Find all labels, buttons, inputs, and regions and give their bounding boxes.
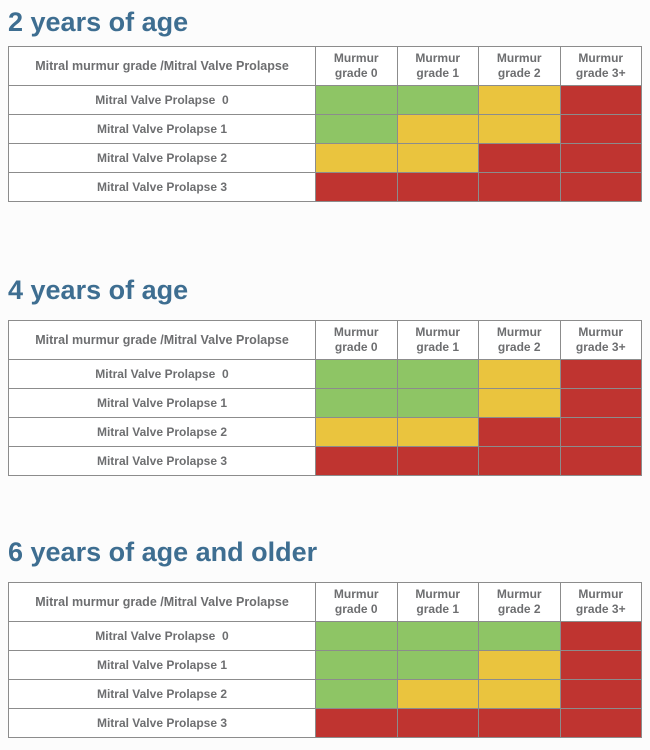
grid-cell-red bbox=[315, 708, 398, 738]
table-row: Mitral Valve Prolapse 0 bbox=[8, 621, 642, 651]
column-header-murmur-grade-1: Murmur grade 1 bbox=[396, 320, 479, 360]
grid-cell-yellow bbox=[478, 388, 561, 418]
column-header-murmur-grade-3: Murmur grade 3+ bbox=[559, 46, 642, 86]
risk-matrix-table-6-years-and-older: Mitral murmur grade /Mitral Valve Prolap… bbox=[8, 582, 642, 738]
grid-cell-green bbox=[315, 85, 398, 115]
header-row: Mitral murmur grade /Mitral Valve Prolap… bbox=[8, 46, 642, 86]
grid-cell-red bbox=[396, 446, 479, 476]
grid-cell-yellow bbox=[315, 417, 398, 447]
grid-cell-red bbox=[559, 114, 642, 144]
table-row: Mitral Valve Prolapse 0 bbox=[8, 359, 642, 389]
section-2-years-of-age: 2 years of age Mitral murmur grade /Mitr… bbox=[8, 6, 642, 202]
column-header-murmur-grade-0: Murmur grade 0 bbox=[315, 46, 398, 86]
grid-cell-yellow bbox=[478, 114, 561, 144]
row-label-prolapse-2: Mitral Valve Prolapse 2 bbox=[8, 679, 316, 709]
corner-header: Mitral murmur grade /Mitral Valve Prolap… bbox=[8, 320, 316, 360]
grid-cell-red bbox=[315, 172, 398, 202]
column-header-murmur-grade-1: Murmur grade 1 bbox=[396, 582, 479, 622]
section-heading: 4 years of age bbox=[8, 275, 189, 305]
grid-cell-red bbox=[478, 417, 561, 447]
section-4-years-of-age: 4 years of age Mitral murmur grade /Mitr… bbox=[8, 274, 642, 476]
row-label-prolapse-1: Mitral Valve Prolapse 1 bbox=[8, 388, 316, 418]
table-row: Mitral Valve Prolapse 2 bbox=[8, 417, 642, 447]
risk-matrix-table-4-years: Mitral murmur grade /Mitral Valve Prolap… bbox=[8, 320, 642, 476]
grid-cell-green bbox=[315, 388, 398, 418]
column-header-murmur-grade-0: Murmur grade 0 bbox=[315, 320, 398, 360]
grid-cell-red bbox=[559, 359, 642, 389]
grid-cell-red bbox=[478, 708, 561, 738]
header-row: Mitral murmur grade /Mitral Valve Prolap… bbox=[8, 320, 642, 360]
section-6-years-of-age-and-older: 6 years of age and older Mitral murmur g… bbox=[8, 536, 642, 738]
grid-cell-green bbox=[315, 679, 398, 709]
column-header-murmur-grade-3: Murmur grade 3+ bbox=[559, 582, 642, 622]
grid-cell-green bbox=[396, 85, 479, 115]
grid-cell-green bbox=[315, 114, 398, 144]
grid-cell-green bbox=[478, 621, 561, 651]
table-row: Mitral Valve Prolapse 3 bbox=[8, 446, 642, 476]
table-row: Mitral Valve Prolapse 0 bbox=[8, 85, 642, 115]
row-label-prolapse-1: Mitral Valve Prolapse 1 bbox=[8, 650, 316, 680]
row-label-prolapse-0: Mitral Valve Prolapse 0 bbox=[8, 359, 316, 389]
table-row: Mitral Valve Prolapse 2 bbox=[8, 143, 642, 173]
grid-cell-red bbox=[559, 708, 642, 738]
column-header-murmur-grade-2: Murmur grade 2 bbox=[478, 320, 561, 360]
column-header-murmur-grade-2: Murmur grade 2 bbox=[478, 46, 561, 86]
row-label-prolapse-2: Mitral Valve Prolapse 2 bbox=[8, 417, 316, 447]
row-label-prolapse-0: Mitral Valve Prolapse 0 bbox=[8, 621, 316, 651]
header-row: Mitral murmur grade /Mitral Valve Prolap… bbox=[8, 582, 642, 622]
grid-cell-red bbox=[396, 708, 479, 738]
grid-cell-yellow bbox=[396, 114, 479, 144]
grid-cell-yellow bbox=[396, 679, 479, 709]
grid-cell-green bbox=[315, 650, 398, 680]
risk-matrix-table-2-years: Mitral murmur grade /Mitral Valve Prolap… bbox=[8, 46, 642, 202]
table-row: Mitral Valve Prolapse 3 bbox=[8, 172, 642, 202]
column-header-murmur-grade-0: Murmur grade 0 bbox=[315, 582, 398, 622]
grid-cell-green bbox=[396, 388, 479, 418]
grid-cell-red bbox=[559, 650, 642, 680]
grid-cell-red bbox=[315, 446, 398, 476]
corner-header: Mitral murmur grade /Mitral Valve Prolap… bbox=[8, 582, 316, 622]
grid-cell-red bbox=[559, 417, 642, 447]
grid-cell-red bbox=[559, 679, 642, 709]
column-header-murmur-grade-1: Murmur grade 1 bbox=[396, 46, 479, 86]
row-label-prolapse-1: Mitral Valve Prolapse 1 bbox=[8, 114, 316, 144]
section-heading: 6 years of age and older bbox=[8, 537, 318, 567]
table-row: Mitral Valve Prolapse 1 bbox=[8, 114, 642, 144]
grid-cell-yellow bbox=[396, 143, 479, 173]
grid-cell-yellow bbox=[478, 359, 561, 389]
section-heading: 2 years of age bbox=[8, 7, 189, 37]
grid-cell-yellow bbox=[478, 650, 561, 680]
grid-cell-green bbox=[315, 621, 398, 651]
column-header-murmur-grade-2: Murmur grade 2 bbox=[478, 582, 561, 622]
row-label-prolapse-0: Mitral Valve Prolapse 0 bbox=[8, 85, 316, 115]
grid-cell-green bbox=[315, 359, 398, 389]
grid-cell-red bbox=[559, 172, 642, 202]
row-label-prolapse-3: Mitral Valve Prolapse 3 bbox=[8, 708, 316, 738]
grid-cell-red bbox=[559, 621, 642, 651]
grid-cell-red bbox=[396, 172, 479, 202]
grid-cell-yellow bbox=[478, 679, 561, 709]
grid-cell-red bbox=[559, 85, 642, 115]
grid-cell-red bbox=[478, 446, 561, 476]
grid-cell-red bbox=[478, 143, 561, 173]
column-header-murmur-grade-3: Murmur grade 3+ bbox=[559, 320, 642, 360]
grid-cell-green bbox=[396, 650, 479, 680]
grid-cell-yellow bbox=[396, 417, 479, 447]
grid-cell-red bbox=[559, 446, 642, 476]
table-row: Mitral Valve Prolapse 2 bbox=[8, 679, 642, 709]
grid-cell-yellow bbox=[478, 85, 561, 115]
row-label-prolapse-3: Mitral Valve Prolapse 3 bbox=[8, 172, 316, 202]
table-row: Mitral Valve Prolapse 3 bbox=[8, 708, 642, 738]
grid-cell-red bbox=[559, 388, 642, 418]
row-label-prolapse-2: Mitral Valve Prolapse 2 bbox=[8, 143, 316, 173]
corner-header: Mitral murmur grade /Mitral Valve Prolap… bbox=[8, 46, 316, 86]
grid-cell-red bbox=[478, 172, 561, 202]
grid-cell-green bbox=[396, 359, 479, 389]
grid-cell-yellow bbox=[315, 143, 398, 173]
grid-cell-green bbox=[396, 621, 479, 651]
row-label-prolapse-3: Mitral Valve Prolapse 3 bbox=[8, 446, 316, 476]
table-row: Mitral Valve Prolapse 1 bbox=[8, 650, 642, 680]
grid-cell-red bbox=[559, 143, 642, 173]
table-row: Mitral Valve Prolapse 1 bbox=[8, 388, 642, 418]
